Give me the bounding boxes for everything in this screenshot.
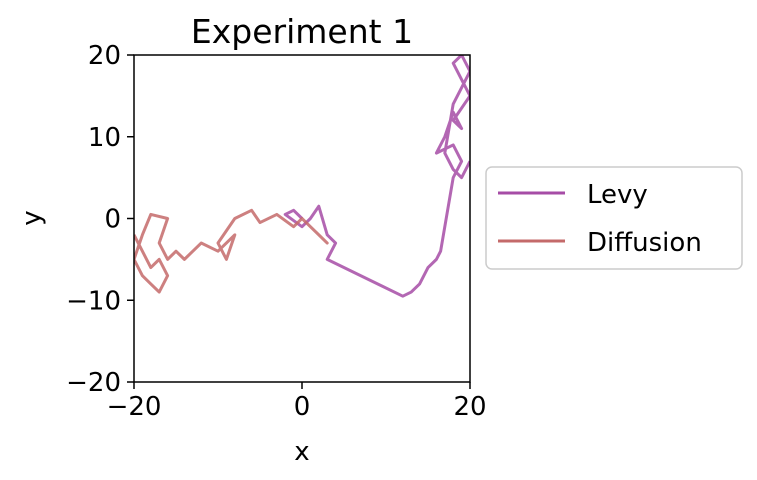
y-tick-label: 0 [104,205,121,235]
y-tick-label: 10 [88,123,121,153]
legend-label-diffusion: Diffusion [587,228,702,258]
x-axis-label: x [294,437,309,467]
legend: Levy Diffusion [485,166,743,270]
legend-label-levy: Levy [587,180,648,210]
y-tick-label: 20 [88,41,121,71]
x-tick-label: −20 [107,392,162,422]
y-axis: −20 −10 0 10 20 [66,41,134,398]
y-axis-label: y [17,210,47,225]
series-line-diffusion [134,208,329,294]
series-line-levy [283,55,470,298]
y-tick-label: −10 [66,286,121,316]
y-tick-label: −20 [66,368,121,398]
x-tick-label: 20 [453,392,486,422]
x-axis: −20 0 20 [107,382,487,422]
x-tick-label: 0 [294,392,311,422]
chart-title: Experiment 1 [191,12,413,51]
series-layer [134,55,470,298]
